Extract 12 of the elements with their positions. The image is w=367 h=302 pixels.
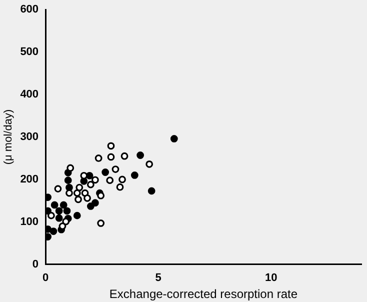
y-tick-label: 400 — [20, 88, 39, 101]
y-tick-label: 0 — [32, 258, 39, 270]
y-tick-label: 100 — [20, 216, 39, 228]
y-tick-label: 600 — [20, 4, 39, 16]
y-tick-label: 200 — [20, 174, 39, 186]
x-tick-label: 0 — [42, 272, 49, 284]
x-tick-label: 5 — [155, 272, 162, 284]
x-axis-title: Exchange-corrected resorption rate — [109, 287, 298, 302]
x-tick-label: 10 — [265, 272, 278, 284]
y-tick-label: 300 — [20, 131, 39, 144]
y-tick-label: 500 — [20, 46, 39, 58]
y-axis-title: (μ mol/day) — [2, 109, 15, 165]
